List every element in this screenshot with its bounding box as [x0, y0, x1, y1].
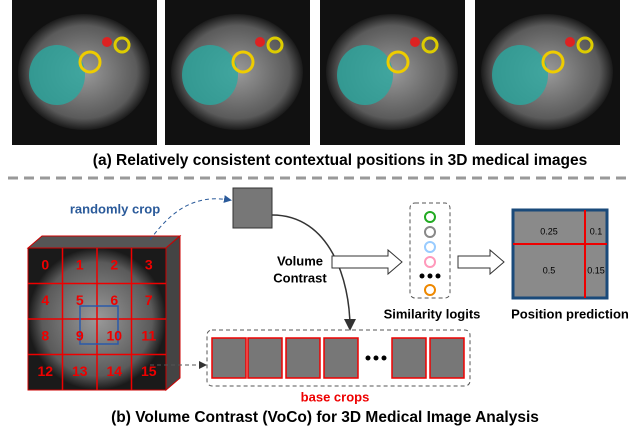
volume-contrast: Volume — [277, 253, 323, 268]
grid-label: 11 — [141, 327, 156, 343]
organ — [113, 36, 131, 54]
position-map — [511, 208, 609, 300]
organ — [576, 36, 594, 54]
liver — [337, 45, 393, 105]
grid-label: 9 — [76, 327, 84, 343]
grid-label: 12 — [37, 363, 53, 379]
grid-label: 7 — [145, 292, 153, 308]
grid-label: 14 — [106, 363, 122, 379]
base-crop — [391, 337, 427, 379]
organ — [78, 50, 102, 74]
base-crops-box — [206, 329, 471, 387]
volume-cube — [26, 234, 182, 392]
crop-arrow — [149, 195, 232, 241]
base-crop — [247, 337, 283, 379]
organ — [541, 50, 565, 74]
organ — [255, 37, 265, 47]
random-crop — [232, 187, 273, 229]
organ — [421, 36, 439, 54]
position-value: 0.15 — [587, 265, 605, 275]
caption-a: (a) Relatively consistent contextual pos… — [93, 152, 587, 169]
logits — [409, 202, 451, 299]
contrast-arrow — [271, 214, 356, 331]
position-value: 0.5 — [543, 265, 556, 275]
liver — [182, 45, 238, 105]
organ — [102, 37, 112, 47]
caption-b: (b) Volume Contrast (VoCo) for 3D Medica… — [111, 409, 539, 426]
liver — [492, 45, 548, 105]
organ — [266, 36, 284, 54]
grid-label: 1 — [76, 256, 84, 272]
base-crop — [323, 337, 359, 379]
volume-contrast: Contrast — [273, 270, 327, 285]
grid-label: 0 — [41, 256, 49, 272]
grid-label: 13 — [72, 363, 88, 379]
position-value: 0.25 — [540, 226, 558, 236]
grid-label: 8 — [41, 327, 49, 343]
grid-label: 10 — [106, 327, 122, 343]
grid-label: 6 — [110, 292, 118, 308]
arrow — [457, 248, 505, 276]
organ — [386, 50, 410, 74]
grid-label: 2 — [110, 256, 118, 272]
position-value: 0.1 — [590, 226, 603, 236]
grid-label: 3 — [145, 256, 153, 272]
base-crop — [429, 337, 465, 379]
ct-images — [12, 0, 620, 145]
organ — [410, 37, 420, 47]
arrow — [331, 248, 403, 276]
grid-label: 4 — [41, 292, 49, 308]
position-prediction: Position prediction — [511, 306, 629, 321]
randomly-crop: randomly crop — [70, 201, 160, 216]
similarity-logits: Similarity logits — [384, 306, 481, 321]
grid-label: 15 — [141, 363, 157, 379]
base-crop — [211, 337, 247, 379]
liver — [29, 45, 85, 105]
organ — [231, 50, 255, 74]
grid-label: 5 — [76, 292, 84, 308]
organ — [565, 37, 575, 47]
base-crops: base crops — [301, 389, 370, 404]
base-crop — [285, 337, 321, 379]
